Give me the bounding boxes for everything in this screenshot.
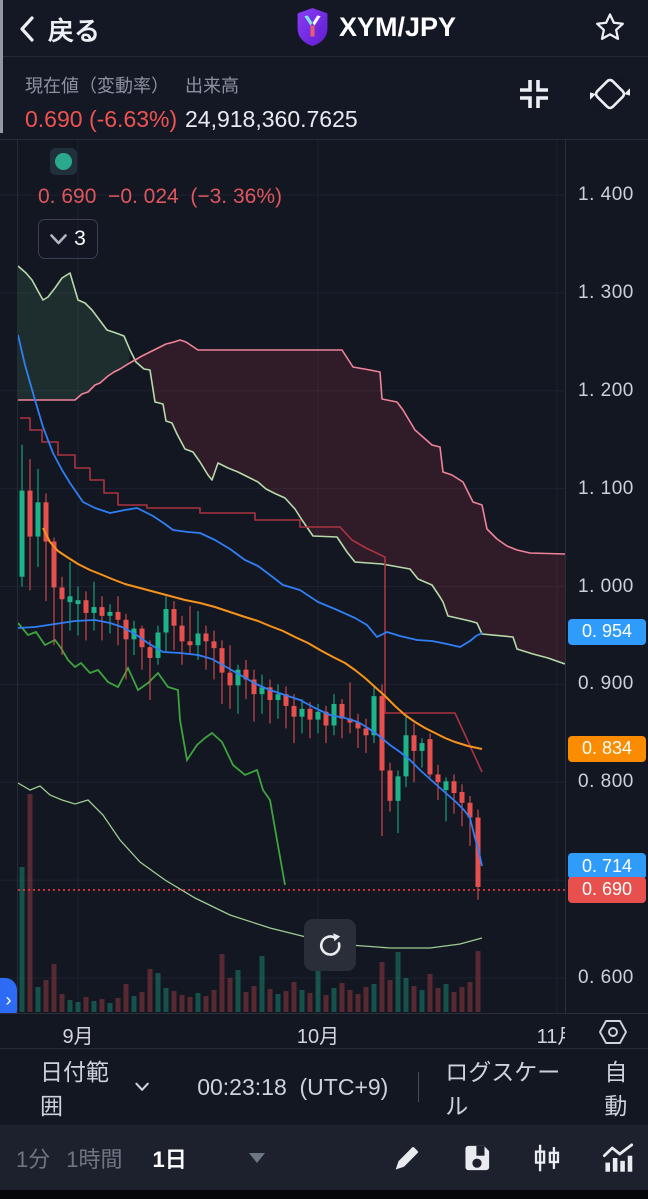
current-price-value: 0.690 (-6.63%) [25, 106, 178, 132]
log-scale-toggle[interactable]: ログスケール [445, 1053, 576, 1121]
legend-price-line: 0. 690 −0. 024 (−3. 36%) [38, 185, 283, 208]
date-range-label: 日付範囲 [40, 1059, 109, 1119]
price-badge-current-price: 0. 690 [568, 876, 646, 903]
symbol-dot-icon [55, 153, 72, 170]
rotate-screen-icon[interactable] [590, 74, 630, 114]
screen-edge-strip [0, 0, 3, 133]
timeframe-button-1日[interactable]: 1日 [152, 1146, 187, 1172]
bollinger-lower-band [17, 619, 483, 867]
pair-title: XYM/JPY [296, 8, 456, 46]
xym-logo-icon [297, 8, 328, 46]
indicator-count: 3 [74, 227, 86, 250]
auto-scale-label: 自動 [604, 1059, 628, 1119]
system-bottom-strip [0, 1190, 648, 1199]
price-badge-bollinger-lower: 0. 714 [568, 853, 646, 880]
bottom-toolbar: 1分 1時間 1日 [0, 1125, 648, 1190]
price-badge-bollinger-upper: 0. 954 [568, 618, 646, 645]
price-tick-label: 1. 100 [578, 477, 634, 499]
ichimoku-kijun-sen [20, 417, 483, 773]
bollinger-upper-band [17, 334, 483, 648]
price-tick-label: 0. 800 [578, 771, 634, 793]
back-label: 戻る [48, 15, 101, 46]
volume-label: 出来高 [185, 76, 239, 96]
save-layout-button[interactable] [462, 1143, 492, 1173]
chevron-left-icon [20, 16, 34, 42]
price-badge-moving-average: 0. 834 [568, 735, 646, 762]
indicators-button[interactable] [602, 1142, 634, 1173]
time-tick-label: 9月 [62, 1026, 94, 1048]
ichimoku-senkou-b [17, 265, 565, 665]
reload-button[interactable] [304, 919, 356, 971]
infobar: 現在値（変動率） 0.690 (-6.63%) 出来高 24,918,360.7… [0, 58, 648, 140]
price-tick-label: 1. 000 [578, 575, 634, 597]
current-price-label: 現在値（変動率） [25, 76, 169, 96]
moving-average-line [42, 527, 483, 750]
quick-settings-button[interactable] [598, 1019, 628, 1045]
chart-settings-row: 日付範囲 00:23:18 (UTC+9) ログスケール 自動 [0, 1049, 648, 1125]
timeframe-button-1分[interactable]: 1分 [16, 1146, 51, 1172]
auto-scale-toggle[interactable]: 自動 [604, 1053, 648, 1121]
chart-region: 0. 690 −0. 024 (−3. 36%) 3 › 1. 400 1. 30… [0, 140, 648, 1132]
time-tick-label: 10月 [296, 1026, 340, 1048]
time-axis[interactable]: 9月 10月 11月 [0, 1013, 648, 1049]
volume-ma-line [17, 782, 483, 949]
back-button[interactable]: 戻る [18, 10, 100, 48]
reload-icon [319, 933, 341, 956]
clock-label: 00:23:18 (UTC+9) [197, 1073, 389, 1100]
price-tick-label: 1. 300 [578, 281, 634, 303]
month-labels: 9月 10月 11月 [0, 1014, 565, 1050]
collapse-chart-icon[interactable] [514, 74, 554, 114]
price-axis[interactable]: 1. 400 1. 300 1. 200 1. 100 1. 000 0. 900 0. 8… [565, 140, 648, 1049]
pair-label: XYM/JPY [339, 11, 457, 42]
candlestick-chart[interactable] [0, 140, 565, 1013]
price-tick-label: 1. 400 [578, 184, 634, 205]
ichimoku-kijun-sen [20, 417, 483, 773]
toolbar-icons [392, 1125, 634, 1190]
symbol-marker[interactable] [50, 148, 77, 175]
current-price-block: 現在値（変動率） 0.690 (-6.63%) [25, 72, 177, 133]
moving-average-line [42, 527, 483, 750]
settings-divider [418, 1072, 420, 1102]
chart-style-button[interactable] [532, 1143, 562, 1173]
date-range-button[interactable]: 日付範囲 [40, 1053, 149, 1121]
ichimoku-senkou-a [18, 339, 565, 555]
star-icon [596, 13, 624, 40]
watchlist-drawer-handle[interactable]: › [0, 978, 17, 1022]
ichimoku-clouds [18, 266, 565, 664]
plot-left-border [17, 140, 18, 1013]
price-tick-label: 0. 900 [578, 673, 634, 695]
timeframe-button-1時間[interactable]: 1時間 [66, 1146, 123, 1172]
volume-bars [19, 794, 481, 1012]
favorite-button[interactable] [594, 11, 626, 43]
grid-lines [0, 140, 565, 1013]
ichimoku-chikou-span [17, 622, 286, 886]
chart-legend: 0. 690 −0. 024 (−3. 36%) 3 [38, 148, 282, 259]
volume-block: 出来高 24,918,360.7625 [185, 72, 358, 133]
ichimoku-senkou-b [17, 265, 565, 665]
draw-pencil-button[interactable] [392, 1143, 422, 1173]
hexagon-settings-icon [599, 1020, 627, 1044]
chevron-down-icon [135, 1082, 149, 1091]
price-tick-label: 0. 600 [578, 967, 634, 988]
clock-button[interactable]: 00:23:18 (UTC+9) [197, 1074, 388, 1101]
ichimoku-senkou-a [18, 339, 565, 555]
price-tick-label: 1. 200 [578, 379, 634, 401]
log-scale-label: ログスケール [445, 1059, 561, 1119]
ichimoku-chikou-span [17, 622, 286, 886]
timeframe-dropdown-button[interactable] [247, 1151, 267, 1165]
bollinger-lower-band [17, 619, 483, 867]
navbar: 戻る XYM/JPY [0, 0, 648, 133]
time-tick-label: 11月 [536, 1026, 565, 1048]
volume-value: 24,918,360.7625 [185, 106, 358, 132]
volume-ma-line [17, 782, 483, 949]
bollinger-upper-band [17, 334, 483, 648]
infobar-icons [514, 74, 630, 114]
chevron-down-icon [50, 233, 67, 244]
indicator-count-button[interactable]: 3 [38, 219, 98, 259]
